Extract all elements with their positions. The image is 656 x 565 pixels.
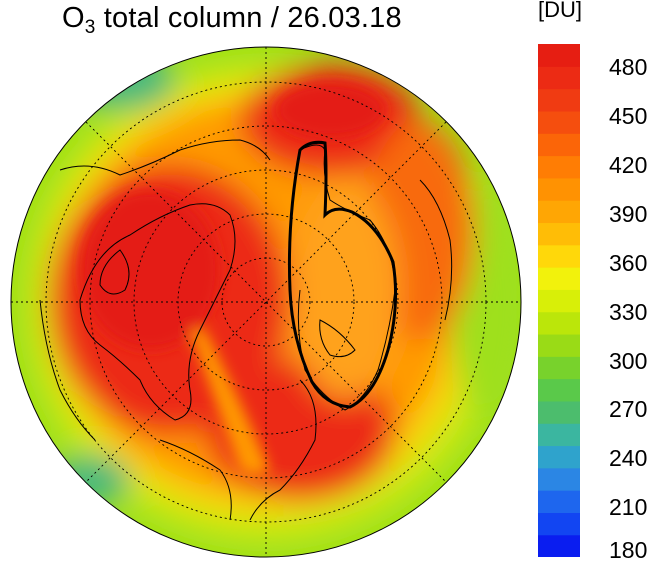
colorbar-segment: [538, 244, 580, 268]
colorbar-tick-label: 390: [609, 201, 648, 227]
colorbar-segment: [538, 177, 580, 201]
colorbar-segment: [538, 467, 580, 491]
polar-map: [10, 46, 522, 558]
colorbar-tick-label: 420: [609, 152, 648, 179]
map-title: O3 total column / 26.03.18: [62, 2, 402, 38]
patch-teal-top: [65, 50, 175, 110]
colorbar-tick-label: 330: [609, 298, 648, 325]
colorbar-segment: [538, 110, 580, 134]
map-disk-outline: [10, 46, 522, 558]
colorbar-tick-label: 300: [609, 347, 648, 374]
colorbar-tick-label: 480: [609, 54, 648, 81]
colorbar-tick-label: 210: [609, 494, 648, 521]
colorbar-unit: [DU]: [538, 0, 582, 22]
colorbar-segment: [538, 400, 580, 424]
vortex-low: [290, 180, 400, 400]
colorbar-segment: [538, 88, 580, 112]
title-text: total column / 26.03.18: [95, 2, 402, 34]
colorbar-segment: [538, 44, 580, 67]
colorbar-segment: [538, 289, 580, 313]
colorbar-tick-label: 270: [609, 396, 648, 423]
deep-red-north: [275, 82, 385, 138]
colorbar-segment: [538, 445, 580, 469]
graticule: [11, 47, 521, 557]
colorbar-segment: [538, 311, 580, 335]
polar-vortex-contour: [287, 140, 398, 409]
colorbar-tick-label: 240: [609, 445, 648, 472]
colorbar-segment: [538, 356, 580, 380]
colorbar-segment: [538, 200, 580, 224]
colorbar-segment: [538, 133, 580, 157]
colorbar-segment: [538, 333, 580, 357]
deep-red-core: [80, 190, 220, 350]
ozone-field: [11, 47, 521, 557]
colorbar: [538, 44, 580, 557]
colorbar-tick-label: 360: [609, 249, 648, 276]
colorbar-tick-label: 180: [609, 537, 648, 563]
colorbar-tick-label: 450: [609, 103, 648, 130]
colorbar-segment: [538, 222, 580, 246]
colorbar-segment: [538, 66, 580, 90]
patch-teal-bottom: [50, 455, 130, 505]
colorbar-segment: [538, 423, 580, 447]
colorbar-segment: [538, 490, 580, 513]
colorbar-segment: [538, 267, 580, 290]
colorbar-segment: [538, 534, 580, 557]
coastlines: [39, 139, 453, 521]
colorbar-segment: [538, 378, 580, 402]
colorbar-segment: [538, 155, 580, 179]
title-species: O: [62, 2, 85, 34]
title-subscript: 3: [84, 17, 96, 38]
orange-filament: [190, 330, 270, 475]
colorbar-segment: [538, 512, 580, 536]
